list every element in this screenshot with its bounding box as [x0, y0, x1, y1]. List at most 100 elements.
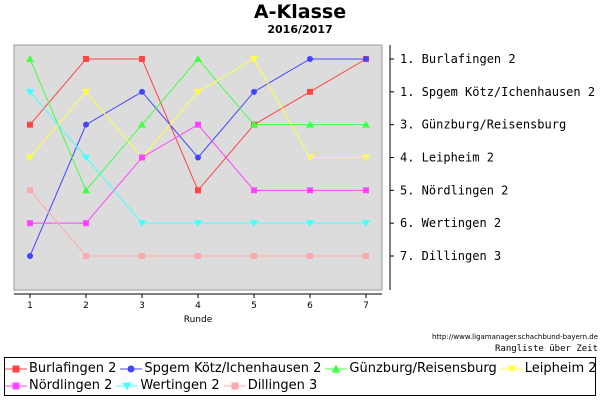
data-point — [139, 56, 145, 62]
data-point — [195, 253, 201, 259]
legend-item: Leipheim 2 — [500, 361, 597, 376]
data-point — [26, 88, 34, 96]
data-point — [363, 56, 369, 62]
series-7 — [27, 187, 369, 259]
data-point — [83, 220, 89, 227]
legend-item: Wertingen 2 — [116, 378, 220, 393]
data-point — [138, 220, 146, 228]
data-point — [26, 154, 34, 162]
chart-subtitle: 2016/2017 — [267, 23, 333, 36]
data-point — [83, 253, 89, 259]
rank-label: 3. Günzburg/Reisensburg — [400, 118, 566, 132]
legend-item: Dillingen 3 — [223, 378, 318, 393]
data-point — [83, 121, 89, 128]
data-point — [250, 120, 258, 128]
rank-label: 1. Burlafingen 2 — [400, 52, 516, 66]
data-point — [27, 121, 33, 128]
data-point — [139, 88, 145, 95]
chart-title: A-Klasse — [253, 1, 347, 23]
legend-label: Leipheim 2 — [524, 361, 597, 376]
legend-symbol — [5, 365, 27, 372]
source-url: http://www.ligamanager.schachbund-bayern… — [431, 333, 598, 341]
data-point — [195, 121, 201, 128]
data-point — [362, 154, 370, 162]
data-point — [195, 187, 201, 194]
x-tick-label: 7 — [363, 301, 369, 311]
data-point — [138, 120, 146, 128]
series-2 — [27, 56, 369, 259]
legend-marker — [122, 382, 132, 390]
data-point — [363, 187, 369, 194]
data-point — [82, 186, 90, 194]
legend-label: Günzburg/Reisensburg — [349, 361, 497, 376]
legend-symbol — [5, 382, 27, 389]
data-point — [250, 220, 258, 228]
legend-label: Dillingen 3 — [247, 378, 318, 393]
x-tick-label: 4 — [195, 301, 201, 311]
legend-symbol — [325, 364, 348, 372]
data-point — [306, 220, 314, 228]
legend-item: Günzburg/Reisensburg — [325, 361, 497, 376]
x-tick-label: 6 — [307, 301, 313, 311]
x-tick-label: 3 — [139, 301, 145, 311]
legend-symbol — [116, 382, 139, 390]
rank-label: 7. Dillingen 3 — [400, 249, 501, 263]
legend-symbol — [223, 382, 246, 389]
data-point — [307, 253, 313, 259]
data-point — [362, 120, 370, 128]
legend-marker — [127, 365, 135, 372]
legend-item: Spgem Kötz/Ichenhausen 2 — [120, 361, 321, 376]
rank-label: 4. Leipheim 2 — [400, 151, 494, 165]
data-point — [194, 220, 202, 228]
rank-label: 6. Wertingen 2 — [400, 216, 501, 230]
legend-marker — [507, 365, 517, 373]
data-point — [306, 120, 314, 128]
legend-symbol — [500, 365, 523, 373]
series-6 — [26, 88, 370, 228]
data-point — [26, 55, 34, 62]
data-point — [139, 154, 145, 161]
legend-row-2: Nördlingen 2 Wertingen 2 Dillingen 3 — [5, 377, 595, 394]
series-3 — [26, 55, 370, 194]
x-tick-label: 2 — [83, 301, 89, 311]
legend-marker — [231, 382, 239, 389]
rank-label: 5. Nördlingen 2 — [400, 183, 508, 197]
legend-marker — [331, 364, 341, 372]
data-point — [139, 253, 145, 259]
legend-label: Nördlingen 2 — [29, 378, 113, 393]
data-point — [82, 154, 90, 162]
legend: Burlafingen 2 Spgem Kötz/Ichenhausen 2 Gün… — [4, 357, 597, 396]
data-point — [27, 187, 33, 194]
data-point — [194, 88, 202, 96]
rank-label: 1. Spgem Kötz/Ichenhausen 2 — [400, 85, 595, 99]
chart-caption: Rangliste über Zeit — [495, 344, 598, 354]
data-point — [251, 88, 257, 95]
data-point — [307, 56, 313, 62]
data-point — [194, 55, 202, 62]
data-point — [362, 220, 370, 228]
legend-symbol — [120, 365, 143, 372]
legend-marker — [12, 382, 20, 389]
data-point — [195, 154, 201, 161]
data-point — [27, 220, 33, 227]
data-point — [306, 154, 314, 162]
data-point — [251, 253, 257, 259]
data-point — [82, 88, 90, 96]
data-point — [307, 88, 313, 95]
legend-row-1: Burlafingen 2 Spgem Kötz/Ichenhausen 2 Gün… — [5, 360, 597, 377]
x-axis-title: Runde — [184, 315, 213, 325]
data-point — [250, 56, 258, 63]
legend-label: Spgem Kötz/Ichenhausen 2 — [144, 361, 322, 376]
data-point — [251, 187, 257, 194]
legend-label: Wertingen 2 — [140, 378, 220, 393]
legend-label: Burlafingen 2 — [29, 361, 117, 376]
data-point — [307, 187, 313, 194]
data-point — [27, 253, 33, 259]
legend-item: Burlafingen 2 — [5, 361, 116, 376]
data-point — [83, 56, 89, 62]
x-tick-label: 1 — [27, 301, 33, 311]
x-tick-label: 5 — [251, 301, 257, 311]
legend-marker — [12, 365, 20, 372]
series-5 — [27, 121, 369, 227]
